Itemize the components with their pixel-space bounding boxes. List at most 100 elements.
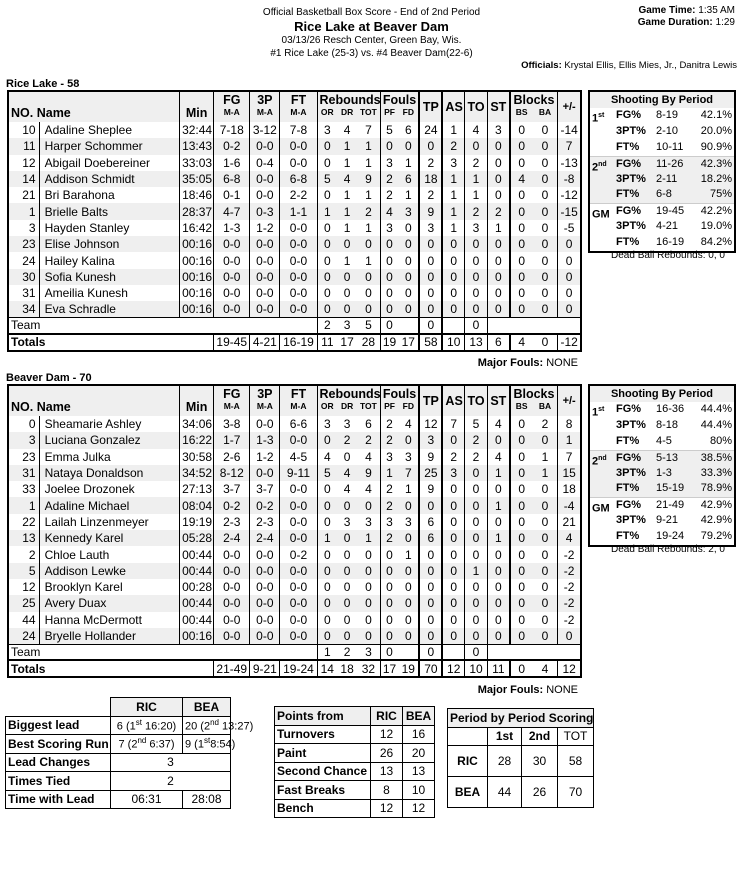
stat-cell: 0: [532, 497, 558, 514]
stat-cell: 0-2: [249, 497, 280, 514]
player-number: 34: [8, 301, 40, 318]
stat-cell: 2: [357, 203, 381, 220]
col-tp: TP: [418, 385, 443, 416]
stat-cell: 00:16: [179, 301, 214, 318]
stat-cell: 2: [357, 432, 381, 449]
stat-cell: 2: [379, 187, 399, 204]
stat-type: FG%: [616, 499, 642, 512]
made-attempted: 4-5: [656, 434, 672, 447]
period-label: [590, 124, 616, 140]
period-label: [590, 140, 616, 156]
team-abbr: BEA: [447, 776, 488, 808]
stat-cell: 19-45: [213, 332, 250, 351]
stat-cell: 0: [487, 268, 510, 285]
stat-cell: 0: [343, 286, 351, 301]
col-ma: M-A: [279, 107, 318, 122]
stat-cell: 05:28: [179, 530, 214, 547]
stat-cell: 0: [508, 252, 533, 269]
stat-cell: 2: [379, 170, 399, 188]
stat-cell: 32:44: [179, 122, 214, 139]
row-label: Time with Lead: [5, 789, 111, 809]
bea-value: 10: [402, 780, 435, 800]
stat-cell: 0: [404, 253, 412, 268]
stat-cell: 1-1: [279, 203, 318, 220]
stat-cell: 9-11: [279, 464, 318, 482]
stat-cell: 0-3: [249, 203, 280, 220]
ric-biggest-lead: 6 (1st 16:20): [110, 715, 183, 735]
stat-cell: 0: [557, 627, 581, 645]
stat-cell: 0: [463, 497, 488, 514]
stat-cell: 0: [404, 286, 412, 301]
stat-cell: 70: [418, 659, 443, 678]
stat-cell: -2: [557, 562, 581, 579]
stat-cell: 1: [343, 188, 351, 203]
period-label: [590, 529, 616, 545]
stat-type: FT%: [616, 140, 640, 153]
col-fouls: Fouls: [379, 385, 420, 401]
stat-cell: 3: [404, 514, 412, 529]
stat-cell: 19-24: [279, 659, 318, 678]
made-attempted: 15-19: [656, 482, 685, 495]
report-subtitle: Official Basketball Box Score - End of 2…: [262, 7, 481, 18]
made-attempted: 4-21: [656, 220, 679, 233]
period-scoring-title: Period by Period Scoring: [447, 708, 594, 728]
stat-cell: 0: [508, 627, 533, 645]
stat-cell: 2: [379, 530, 399, 547]
stat-cell: 0: [418, 562, 443, 579]
game-stats-table: RIC BEA Biggest lead 6 (1st 16:20) 20 (2n…: [5, 697, 253, 809]
stat-cell: 0: [398, 530, 420, 547]
stat-cell: -14: [557, 122, 581, 139]
stat-cell: 0: [337, 268, 358, 285]
stat-cell: 0-0: [249, 578, 280, 596]
stat-cell: 0-0: [279, 138, 318, 155]
stat-cell: 1: [463, 562, 488, 579]
player-name: Chloe Lauth: [38, 546, 180, 563]
stat-cell: 0-0: [213, 284, 250, 302]
stat-cell: 1: [343, 253, 351, 268]
stat-cell: 35:05: [179, 170, 214, 188]
stat-cell: 0: [379, 138, 399, 155]
stat-cell: 0-0: [213, 578, 250, 596]
stat-cell: 0: [398, 301, 420, 318]
stat-cell: 0: [441, 432, 465, 449]
stat-cell: 1: [404, 547, 412, 562]
player-number: 10: [22, 123, 36, 138]
row-label: Times Tied: [5, 771, 111, 791]
stat-cell: 0: [316, 268, 338, 285]
shooting-row: 3PT% 8-18 44.4%: [590, 418, 734, 434]
made-attempted: 1-3: [656, 466, 672, 479]
player-name: Sheamarie Ashley: [38, 416, 180, 433]
stat-cell: 1: [357, 530, 381, 547]
player-name: Luciana Gonzalez: [38, 432, 180, 449]
stat-cell: 27:13: [179, 481, 214, 498]
player-name: Sofia Kunesh: [38, 268, 180, 285]
stat-cell: 0: [541, 482, 549, 497]
stat-cell: 0: [532, 268, 558, 285]
col-or: OR: [316, 401, 338, 416]
percentage: 38.5%: [700, 451, 732, 464]
col-blocks: Blocks: [508, 91, 558, 107]
stat-cell: 1: [365, 188, 372, 203]
player-name: Addison Lewke: [38, 562, 180, 579]
game-duration: 1:29: [715, 17, 735, 28]
stat-cell: 3: [398, 203, 420, 220]
stat-cell: 3: [418, 432, 443, 449]
stat-cell: 00:28: [179, 578, 214, 596]
period-scoring-row: BEA 44 26 70: [447, 776, 594, 808]
player-name: Kennedy Karel: [38, 530, 180, 547]
points-from-row: Fast Breaks 8 10: [274, 780, 435, 800]
col-to: TO: [463, 91, 488, 122]
ric-value: 12: [370, 724, 403, 744]
stat-cell: 0: [532, 595, 558, 612]
bea-value: 13: [402, 761, 435, 781]
stat-cell: 0: [365, 286, 372, 301]
player-row: 1 Brielle Balts 28:37 4-7 0-3 1-1 1 1 2 4 3 9 1 2 2 0 0-…: [8, 203, 581, 220]
stat-cell: 0: [441, 481, 465, 498]
stat-cell: 7: [441, 416, 465, 433]
stat-cell: 4: [487, 416, 510, 433]
stat-cell: 0-0: [249, 546, 280, 563]
player-number: 30: [8, 268, 40, 285]
period-score: 30: [521, 745, 558, 777]
stat-cell: 0: [316, 252, 338, 269]
team-abbr: RIC: [447, 745, 488, 777]
